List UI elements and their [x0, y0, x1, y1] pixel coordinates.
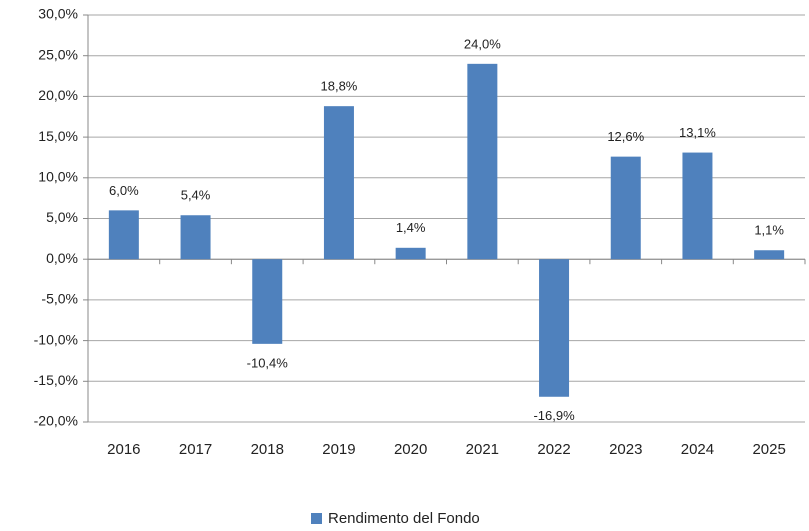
data-label: 6,0%: [109, 183, 139, 198]
x-tick-label: 2016: [107, 441, 140, 458]
x-tick-label: 2024: [681, 441, 714, 458]
x-tick-label: 2021: [466, 441, 499, 458]
y-tick-label: 20,0%: [38, 87, 78, 103]
bar: [180, 215, 211, 260]
y-tick-label: -10,0%: [34, 331, 78, 347]
y-tick-label: 10,0%: [38, 169, 78, 185]
bar: [539, 259, 570, 397]
data-label: 12,6%: [607, 129, 644, 144]
bar: [108, 210, 139, 260]
x-tick-label: 2023: [609, 441, 642, 458]
y-tick-label: -20,0%: [34, 413, 78, 429]
data-label: 13,1%: [679, 125, 716, 140]
y-tick-label: 5,0%: [46, 209, 78, 225]
x-tick-label: 2022: [537, 441, 570, 458]
legend-swatch: [311, 513, 322, 524]
data-label: -10,4%: [247, 355, 289, 370]
data-label: 1,4%: [396, 220, 426, 235]
y-tick-label: 30,0%: [38, 6, 78, 22]
y-tick-label: 0,0%: [46, 250, 78, 266]
bar: [682, 152, 713, 260]
bar: [467, 63, 498, 260]
y-tick-label: -5,0%: [41, 291, 78, 307]
bar: [610, 156, 641, 260]
bar: [323, 106, 354, 260]
x-tick-label: 2017: [179, 441, 212, 458]
data-label: 5,4%: [181, 188, 211, 203]
x-tick-label: 2019: [322, 441, 355, 458]
data-label: 1,1%: [754, 223, 784, 238]
bar: [395, 247, 426, 260]
data-label: -16,9%: [533, 408, 575, 423]
legend-label: Rendimento del Fondo: [328, 510, 480, 527]
x-tick-label: 2018: [251, 441, 284, 458]
x-tick-label: 2020: [394, 441, 427, 458]
y-tick-label: 25,0%: [38, 46, 78, 62]
y-tick-label: -15,0%: [34, 372, 78, 388]
bar: [754, 250, 785, 260]
bar: [252, 259, 283, 344]
data-label: 18,8%: [321, 79, 358, 94]
x-tick-label: 2025: [752, 441, 785, 458]
y-tick-label: 15,0%: [38, 128, 78, 144]
data-label: 24,0%: [464, 36, 501, 51]
